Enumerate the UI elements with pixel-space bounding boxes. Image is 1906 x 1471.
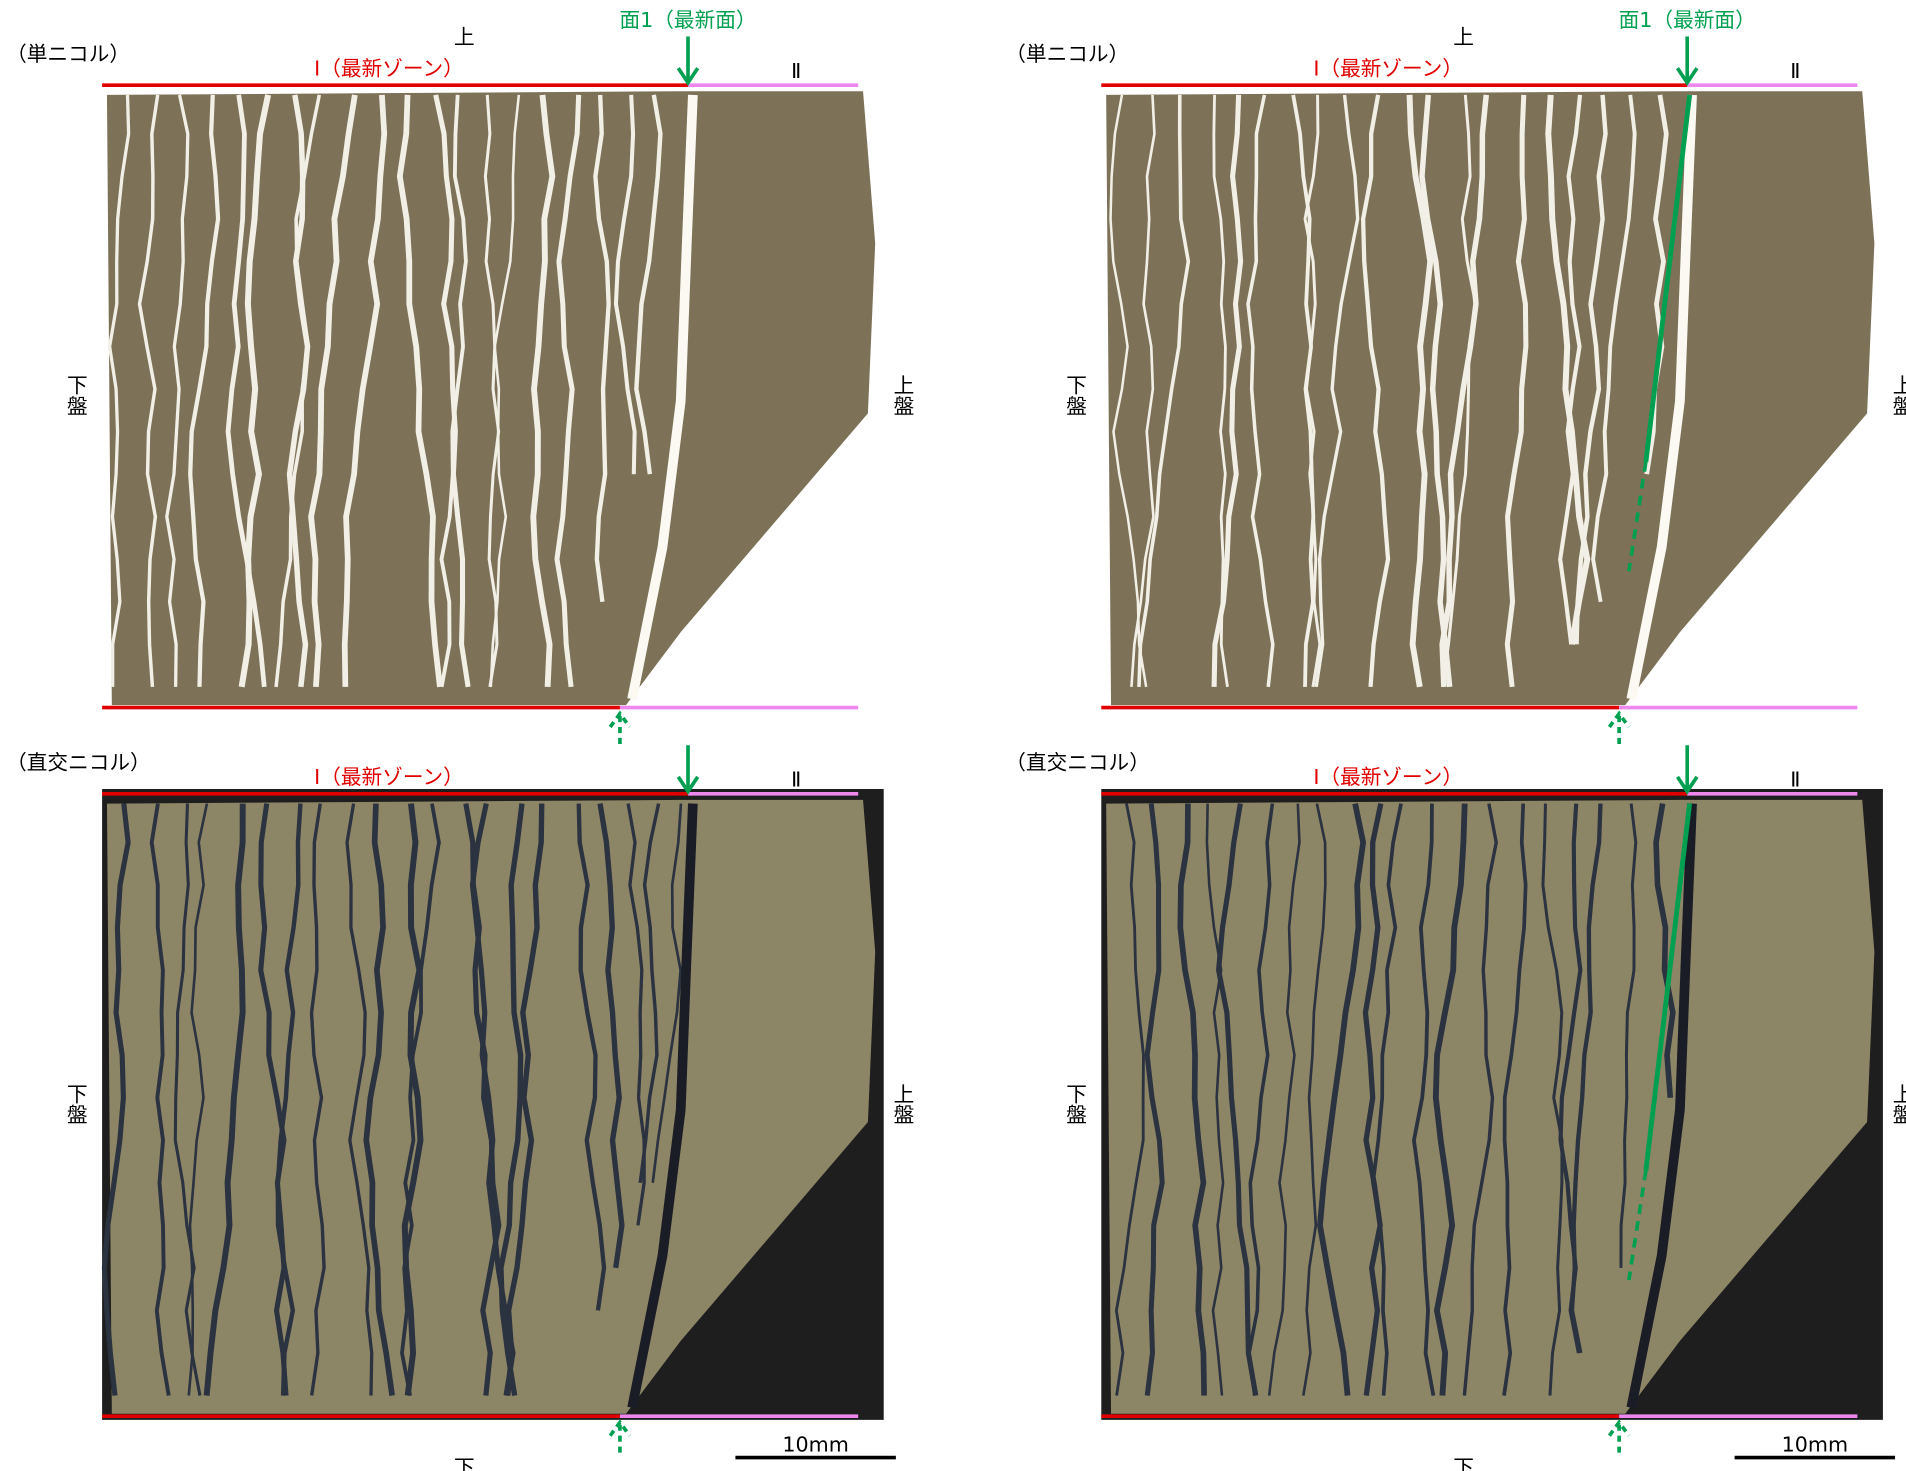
zone-2-label: Ⅱ (1790, 768, 1800, 792)
right-label: 上盤 (1889, 374, 1906, 415)
surface-arrow (678, 37, 697, 83)
zone-2-label: Ⅱ (791, 768, 801, 792)
zone-1-label: I（最新ゾーン） (1313, 56, 1463, 80)
surface-arrow (1677, 37, 1696, 83)
surface-arrow (678, 745, 697, 791)
figure: （単ニコル）I（最新ゾーン）Ⅱ下盤上盤上面1（最新面）（単ニコル）I（最新ゾーン… (0, 0, 1906, 1471)
thin-section (107, 91, 875, 705)
left-label: 下盤 (63, 374, 87, 415)
top-label: 上 (454, 25, 475, 49)
surface-arrow-dashed (1609, 714, 1628, 744)
scale-label: 10mm (782, 1432, 849, 1456)
left-label: 下盤 (63, 1083, 87, 1124)
zone-1-label: I（最新ゾーン） (314, 765, 464, 789)
top-label: 上 (1453, 25, 1474, 49)
surface-arrow-dashed (610, 1422, 629, 1452)
surface-label: 面1（最新面） (1619, 8, 1756, 32)
zone-1-label: I（最新ゾーン） (1313, 765, 1463, 789)
surface-arrow-dashed (610, 714, 629, 744)
zone-1-label: I（最新ゾーン） (314, 56, 464, 80)
bottom-label: 下 (1453, 1456, 1474, 1471)
mode-label: （単ニコル） (1005, 42, 1129, 66)
left-label: 下盤 (1063, 1083, 1087, 1124)
left-label: 下盤 (1063, 374, 1087, 415)
surface-arrow-dashed (1609, 1422, 1628, 1452)
panel: （単ニコル） I（最新ゾーン） Ⅱ 下盤 上盤 上 面1（最新面） (1005, 8, 1906, 744)
right-label: 上盤 (890, 1083, 914, 1124)
surface-label: 面1（最新面） (619, 8, 756, 32)
page: （単ニコル）I（最新ゾーン）Ⅱ下盤上盤上面1（最新面）（単ニコル）I（最新ゾーン… (0, 0, 1906, 1471)
zone-2-label: Ⅱ (1790, 59, 1800, 83)
bottom-label: 下 (454, 1456, 475, 1471)
mode-label: （直交ニコル） (1005, 751, 1150, 775)
scale-label: 10mm (1782, 1432, 1849, 1456)
right-label: 上盤 (1889, 1083, 1906, 1124)
mode-label: （直交ニコル） (6, 751, 151, 775)
panel: （直交ニコル） I（最新ゾーン） Ⅱ 下盤 上盤下 10mm (1005, 745, 1906, 1471)
panel: （単ニコル） I（最新ゾーン） Ⅱ 下盤 上盤 上 面1（最新面） (6, 8, 914, 744)
panel: （直交ニコル） I（最新ゾーン） Ⅱ 下盤 上盤下 10mm (6, 745, 914, 1471)
mode-label: （単ニコル） (6, 42, 130, 66)
zone-2-label: Ⅱ (791, 59, 801, 83)
right-label: 上盤 (890, 374, 914, 415)
surface-arrow (1677, 745, 1696, 791)
